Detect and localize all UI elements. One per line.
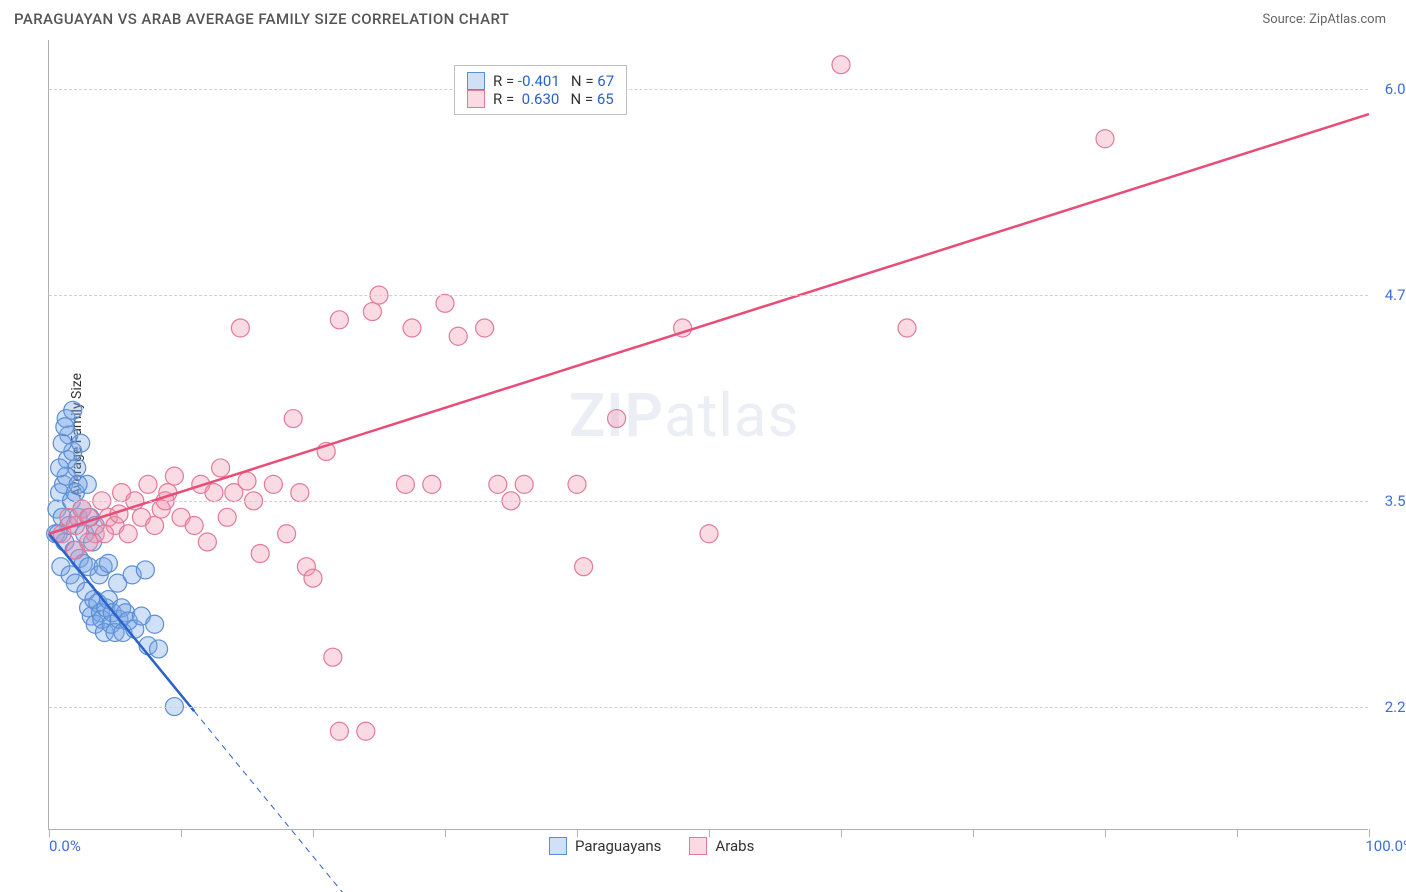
data-point bbox=[212, 459, 230, 477]
x-tick bbox=[973, 829, 974, 837]
x-axis-label: 0.0% bbox=[49, 837, 81, 855]
data-point bbox=[80, 533, 98, 551]
data-point bbox=[330, 722, 348, 740]
series-legend: Paraguayans Arabs bbox=[549, 837, 754, 855]
data-point bbox=[205, 484, 223, 502]
chart-title: PARAGUAYAN VS ARAB AVERAGE FAMILY SIZE C… bbox=[14, 10, 509, 28]
data-point bbox=[284, 410, 302, 428]
x-tick bbox=[1237, 829, 1238, 837]
data-point bbox=[396, 475, 414, 493]
stats-legend-row: R = 0.630 N = 65 bbox=[467, 90, 614, 108]
data-point bbox=[436, 294, 454, 312]
data-point bbox=[119, 525, 137, 543]
data-point bbox=[330, 311, 348, 329]
stats-legend: R = -0.401 N = 67R = 0.630 N = 65 bbox=[454, 65, 627, 115]
gridline bbox=[49, 501, 1368, 502]
data-point bbox=[291, 484, 309, 502]
stats-legend-text: R = -0.401 N = 67 bbox=[493, 72, 614, 90]
x-tick bbox=[313, 829, 314, 837]
data-point bbox=[832, 56, 850, 74]
y-tick-label: 4.75 bbox=[1370, 286, 1406, 304]
data-point bbox=[324, 648, 342, 666]
data-point bbox=[146, 517, 164, 535]
data-point bbox=[198, 533, 216, 551]
data-point bbox=[64, 401, 82, 419]
series-legend-label: Arabs bbox=[715, 837, 754, 855]
plot-area: Average Family Size ZIPatlas 2.253.504.7… bbox=[48, 40, 1368, 830]
source-attribution: Source: ZipAtlas.com bbox=[1262, 12, 1386, 27]
data-point bbox=[476, 319, 494, 337]
regression-line bbox=[49, 534, 194, 711]
data-point bbox=[185, 517, 203, 535]
data-point bbox=[700, 525, 718, 543]
gridline bbox=[49, 89, 1368, 90]
data-point bbox=[1096, 130, 1114, 148]
stats-legend-text: R = 0.630 N = 65 bbox=[493, 90, 614, 108]
data-point bbox=[264, 475, 282, 493]
data-point bbox=[146, 615, 164, 633]
data-point bbox=[53, 434, 71, 452]
x-tick bbox=[709, 829, 710, 837]
series-legend-item: Paraguayans bbox=[549, 837, 661, 855]
data-point bbox=[363, 303, 381, 321]
data-point bbox=[423, 475, 441, 493]
x-tick bbox=[577, 829, 578, 837]
series-legend-label: Paraguayans bbox=[575, 837, 661, 855]
legend-swatch bbox=[467, 72, 485, 90]
data-point bbox=[150, 640, 168, 658]
data-point bbox=[898, 319, 916, 337]
y-tick-label: 6.00 bbox=[1370, 80, 1406, 98]
x-tick bbox=[445, 829, 446, 837]
data-point bbox=[449, 327, 467, 345]
data-point bbox=[575, 558, 593, 576]
y-tick-label: 2.25 bbox=[1370, 698, 1406, 716]
data-point bbox=[99, 554, 117, 572]
x-axis-label: 100.0% bbox=[1365, 837, 1406, 855]
data-point bbox=[231, 319, 249, 337]
data-point bbox=[139, 475, 157, 493]
data-point bbox=[515, 475, 533, 493]
gridline bbox=[49, 295, 1368, 296]
data-point bbox=[608, 410, 626, 428]
x-tick bbox=[1369, 829, 1370, 837]
x-tick bbox=[49, 829, 50, 837]
legend-swatch bbox=[689, 837, 707, 855]
data-point bbox=[568, 475, 586, 493]
x-tick bbox=[181, 829, 182, 837]
data-point bbox=[69, 475, 87, 493]
data-point bbox=[251, 545, 269, 563]
legend-swatch bbox=[549, 837, 567, 855]
data-point bbox=[51, 459, 69, 477]
data-point bbox=[403, 319, 421, 337]
data-point bbox=[95, 525, 113, 543]
legend-swatch bbox=[467, 90, 485, 108]
data-point bbox=[357, 722, 375, 740]
data-point bbox=[56, 418, 74, 436]
y-tick-label: 3.50 bbox=[1370, 492, 1406, 510]
data-point bbox=[165, 467, 183, 485]
data-point bbox=[489, 475, 507, 493]
source-prefix: Source: bbox=[1262, 12, 1309, 27]
plot-svg bbox=[49, 40, 1368, 829]
data-point bbox=[72, 434, 90, 452]
data-point bbox=[136, 561, 154, 579]
stats-legend-row: R = -0.401 N = 67 bbox=[467, 72, 614, 90]
source-name: ZipAtlas.com bbox=[1309, 12, 1386, 27]
data-point bbox=[304, 569, 322, 587]
x-tick bbox=[841, 829, 842, 837]
data-point bbox=[278, 525, 296, 543]
data-point bbox=[238, 472, 256, 490]
data-point bbox=[218, 508, 236, 526]
series-legend-item: Arabs bbox=[689, 837, 754, 855]
x-tick bbox=[1105, 829, 1106, 837]
gridline bbox=[49, 707, 1368, 708]
